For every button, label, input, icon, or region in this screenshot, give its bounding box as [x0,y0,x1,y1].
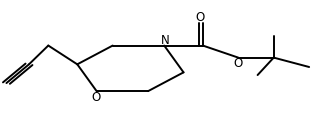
Text: O: O [91,91,100,104]
Text: O: O [196,11,205,24]
Text: O: O [234,57,243,70]
Text: N: N [161,34,170,47]
